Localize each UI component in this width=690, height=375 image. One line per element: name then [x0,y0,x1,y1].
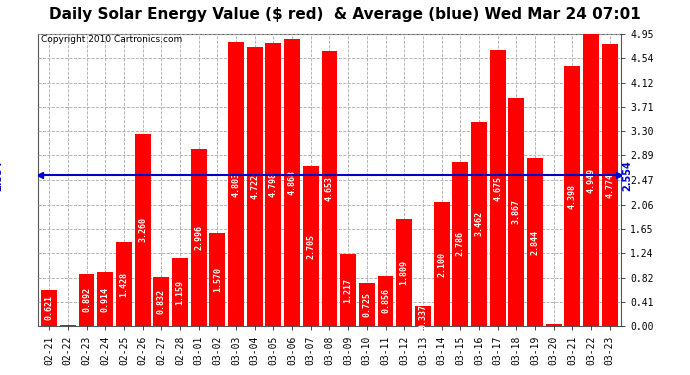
Text: 2.705: 2.705 [306,234,315,259]
Bar [209,234,226,326]
Text: 1.570: 1.570 [213,267,222,292]
Text: 0.832: 0.832 [157,289,166,314]
Bar [172,258,188,326]
Text: Copyright 2010 Cartronics.com: Copyright 2010 Cartronics.com [41,35,182,44]
Bar [60,325,76,326]
Text: 2.996: 2.996 [194,225,203,250]
Text: 4.722: 4.722 [250,174,259,199]
Text: 2.554: 2.554 [0,160,3,191]
Text: 0.856: 0.856 [381,288,390,314]
Bar [266,43,282,326]
Bar [228,42,244,326]
Text: 0.914: 0.914 [101,287,110,312]
Text: 0.892: 0.892 [82,287,91,312]
Text: 4.803: 4.803 [232,172,241,197]
Bar [546,324,562,326]
Bar [79,273,95,326]
Bar [247,47,263,326]
Bar [322,51,337,326]
Bar [303,166,319,326]
Bar [490,50,506,326]
Text: 4.774: 4.774 [605,173,614,198]
Text: 1.809: 1.809 [400,260,408,285]
Bar [396,219,412,326]
Bar [602,44,618,326]
Text: 1.428: 1.428 [119,272,128,297]
Bar [415,306,431,326]
Text: Daily Solar Energy Value ($ red)  & Average (blue) Wed Mar 24 07:01: Daily Solar Energy Value ($ red) & Avera… [49,8,641,22]
Text: 1.159: 1.159 [175,279,184,304]
Text: 4.675: 4.675 [493,176,502,201]
Text: 1.217: 1.217 [344,278,353,303]
Text: 3.260: 3.260 [138,217,147,242]
Bar [377,276,393,326]
Text: 3.462: 3.462 [475,211,484,237]
Bar [564,66,580,326]
Bar [527,158,543,326]
Bar [284,39,300,326]
Bar [453,162,469,326]
Bar [509,98,524,326]
Bar [41,290,57,326]
Bar [135,134,150,326]
Bar [340,254,356,326]
Bar [97,272,113,326]
Bar [583,34,599,326]
Text: 4.653: 4.653 [325,176,334,201]
Text: 4.949: 4.949 [586,168,595,192]
Text: 2.786: 2.786 [456,231,465,256]
Text: 0.621: 0.621 [45,296,54,320]
Text: 0.725: 0.725 [362,292,371,317]
Bar [153,277,169,326]
Text: 0.337: 0.337 [418,304,427,329]
Text: 3.867: 3.867 [512,200,521,225]
Text: 2.100: 2.100 [437,252,446,277]
Text: 4.868: 4.868 [288,170,297,195]
Text: 2.554: 2.554 [622,160,632,191]
Bar [359,284,375,326]
Bar [433,202,450,326]
Bar [116,242,132,326]
Bar [471,122,487,326]
Bar [190,149,206,326]
Text: 2.844: 2.844 [531,230,540,255]
Text: 4.398: 4.398 [568,184,577,209]
Text: 4.798: 4.798 [269,172,278,197]
